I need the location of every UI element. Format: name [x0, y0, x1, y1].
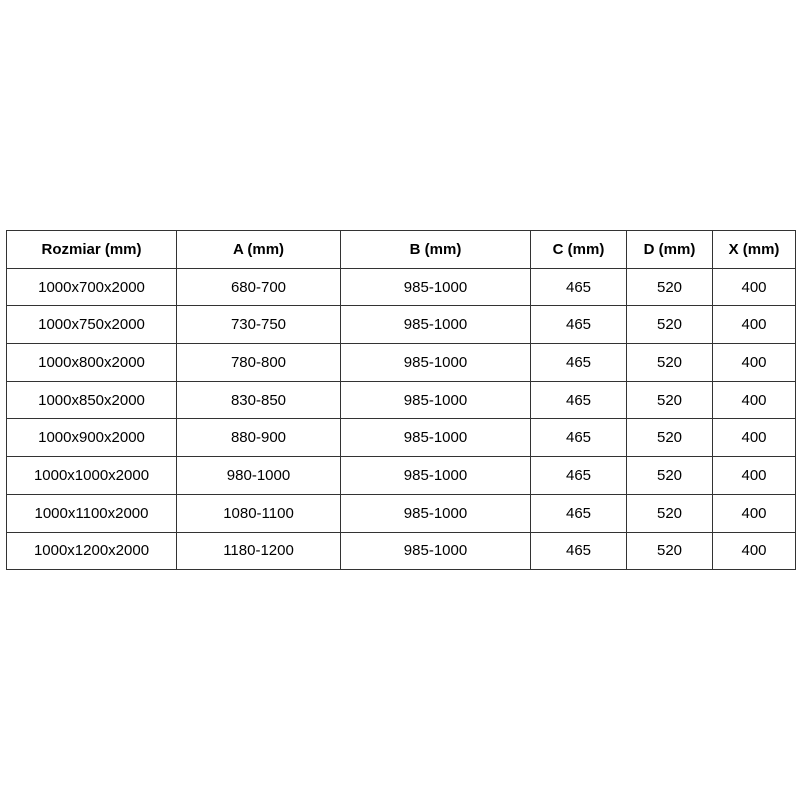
- table-row: 1000x700x2000 680-700 985-1000 465 520 400: [6, 267, 796, 307]
- column-header: A (mm): [176, 230, 341, 269]
- table-cell: 400: [712, 380, 796, 420]
- table-cell: 520: [626, 456, 713, 495]
- table-cell: 465: [530, 493, 627, 533]
- table-cell: 400: [712, 531, 796, 571]
- table-row: 1000x900x2000 880-900 985-1000 465 520 400: [6, 418, 796, 458]
- table-cell: 680-700: [176, 267, 341, 307]
- table-row: 1000x1100x2000 1080-1100 985-1000 465 520 400: [6, 493, 796, 533]
- table-cell: 520: [626, 380, 713, 420]
- table-cell: 465: [530, 305, 627, 345]
- table-cell: 985-1000: [340, 305, 531, 345]
- table-cell: 985-1000: [340, 343, 531, 382]
- table-cell: 520: [626, 343, 713, 382]
- table-cell: 520: [626, 267, 713, 307]
- table-cell: 1000x1000x2000: [6, 456, 177, 495]
- header-row: Rozmiar (mm) A (mm) B (mm) C (mm) D (mm) X (m…: [6, 230, 796, 269]
- table-cell: 985-1000: [340, 418, 531, 458]
- table-row: 1000x800x2000 780-800 985-1000 465 520 400: [6, 343, 796, 382]
- table-cell: 400: [712, 493, 796, 533]
- table-cell: 465: [530, 343, 627, 382]
- column-header: B (mm): [340, 230, 531, 269]
- table-cell: 1000x1200x2000: [6, 531, 177, 571]
- table-cell: 1000x700x2000: [6, 267, 177, 307]
- table-cell: 1000x800x2000: [6, 343, 177, 382]
- table-cell: 1180-1200: [176, 531, 341, 571]
- column-header: X (mm): [712, 230, 796, 269]
- table-cell: 980-1000: [176, 456, 341, 495]
- table-row: 1000x1200x2000 1180-1200 985-1000 465 520 400: [6, 531, 796, 571]
- table-cell: 465: [530, 267, 627, 307]
- table-cell: 985-1000: [340, 267, 531, 307]
- table-cell: 465: [530, 418, 627, 458]
- table-row: 1000x750x2000 730-750 985-1000 465 520 400: [6, 305, 796, 345]
- table-cell: 1000x900x2000: [6, 418, 177, 458]
- table-cell: 985-1000: [340, 531, 531, 571]
- table-cell: 400: [712, 418, 796, 458]
- table-cell: 465: [530, 456, 627, 495]
- table-cell: 520: [626, 305, 713, 345]
- table-cell: 830-850: [176, 380, 341, 420]
- table-cell: 465: [530, 531, 627, 571]
- table-cell: 520: [626, 531, 713, 571]
- table-cell: 400: [712, 305, 796, 345]
- table-cell: 400: [712, 456, 796, 495]
- dimensions-table: Rozmiar (mm) A (mm) B (mm) C (mm) D (mm) X (m…: [6, 230, 796, 571]
- table-cell: 780-800: [176, 343, 341, 382]
- table-cell: 520: [626, 418, 713, 458]
- table-cell: 400: [712, 267, 796, 307]
- table-cell: 1000x850x2000: [6, 380, 177, 420]
- table-cell: 520: [626, 493, 713, 533]
- table-cell: 985-1000: [340, 456, 531, 495]
- table-row: 1000x850x2000 830-850 985-1000 465 520 400: [6, 380, 796, 420]
- column-header: C (mm): [530, 230, 627, 269]
- table-cell: 1000x1100x2000: [6, 493, 177, 533]
- table-cell: 1000x750x2000: [6, 305, 177, 345]
- table-cell: 880-900: [176, 418, 341, 458]
- column-header: Rozmiar (mm): [6, 230, 177, 269]
- table-cell: 465: [530, 380, 627, 420]
- table-cell: 985-1000: [340, 380, 531, 420]
- table-cell: 730-750: [176, 305, 341, 345]
- table-cell: 985-1000: [340, 493, 531, 533]
- table-cell: 400: [712, 343, 796, 382]
- table-cell: 1080-1100: [176, 493, 341, 533]
- table-row: 1000x1000x2000 980-1000 985-1000 465 520 400: [6, 456, 796, 495]
- column-header: D (mm): [626, 230, 713, 269]
